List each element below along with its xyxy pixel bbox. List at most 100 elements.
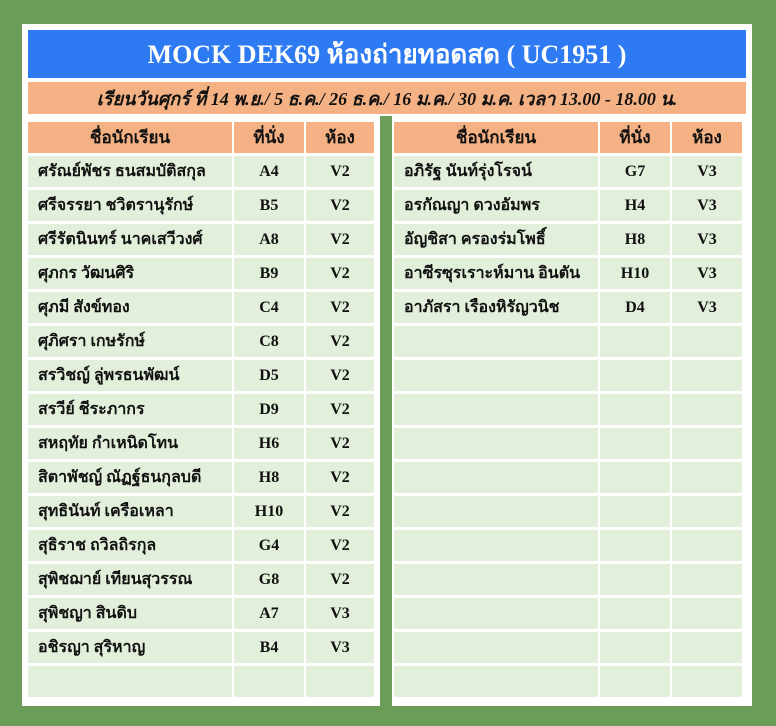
room-cell: V2: [306, 428, 374, 459]
room-cell: V3: [672, 224, 742, 255]
table-row: [394, 530, 742, 561]
seat-cell: [600, 394, 670, 425]
student-name: สหฤทัย กำเหนิดโทน: [28, 428, 232, 459]
table-row: ศรัณย์พัชร ธนสมบัติสกุล A4 V2: [28, 156, 374, 187]
room-cell: V2: [306, 462, 374, 493]
seat-cell: [600, 428, 670, 459]
seat-cell: [600, 666, 670, 697]
seat-cell: D9: [234, 394, 304, 425]
student-name: อาภัสรา เรืองหิรัญวนิช: [394, 292, 598, 323]
room-cell: V2: [306, 496, 374, 527]
student-name: ศุภิศรา เกษรักษ์: [28, 326, 232, 357]
room-cell: [672, 598, 742, 629]
room-cell: [672, 666, 742, 697]
table-row: อัญชิสา ครองร่มโพธิ์ H8 V3: [394, 224, 742, 255]
student-name: สุพิชญา สินดิบ: [28, 598, 232, 629]
table-row: สุพิชฌาย์ เทียนสุวรรณ G8 V2: [28, 564, 374, 595]
table-row: ศุภกร วัฒนศิริ B9 V2: [28, 258, 374, 289]
room-cell: V3: [306, 598, 374, 629]
table-row: [394, 394, 742, 425]
student-name: [394, 462, 598, 493]
room-cell: V3: [672, 292, 742, 323]
table-row: สรวีย์ ชีระภากร D9 V2: [28, 394, 374, 425]
seat-cell: [600, 530, 670, 561]
student-name: ศุภกร วัฒนศิริ: [28, 258, 232, 289]
room-cell: V3: [306, 632, 374, 663]
room-cell: V3: [672, 258, 742, 289]
seat-cell: H4: [600, 190, 670, 221]
seat-cell: B4: [234, 632, 304, 663]
seating-table-right: ชื่อนักเรียน ที่นั่ง ห้อง อภิรัฐ นันท์รุ…: [392, 119, 744, 700]
room-cell: V2: [306, 292, 374, 323]
student-name: สรวิชญ์ ลู่พรธนพัฒน์: [28, 360, 232, 391]
header-seat: ที่นั่ง: [600, 122, 670, 153]
student-name: สุธิราช ถวิลถิรกุล: [28, 530, 232, 561]
student-name: ศรีรัตนินทร์ นาคเสวีวงศ์: [28, 224, 232, 255]
room-cell: V2: [306, 530, 374, 561]
room-cell: [672, 564, 742, 595]
student-name: อัญชิสา ครองร่มโพธิ์: [394, 224, 598, 255]
seat-cell: D5: [234, 360, 304, 391]
student-name: [394, 360, 598, 391]
table-row: [394, 462, 742, 493]
student-name: [394, 326, 598, 357]
room-cell: V2: [306, 224, 374, 255]
table-divider: [380, 116, 392, 706]
room-cell: [306, 666, 374, 697]
table-row: [394, 598, 742, 629]
table-row: อภิรัฐ นันท์รุ่งโรจน์ G7 V3: [394, 156, 742, 187]
student-name: ศรีจรรยา ชวิตรานุรักษ์: [28, 190, 232, 221]
student-name: [394, 564, 598, 595]
room-cell: V2: [306, 326, 374, 357]
seat-cell: [600, 462, 670, 493]
seat-cell: H8: [234, 462, 304, 493]
room-cell: [672, 632, 742, 663]
student-name: อชิรญา สุริหาญ: [28, 632, 232, 663]
room-cell: V2: [306, 190, 374, 221]
seat-cell: A4: [234, 156, 304, 187]
table-row: ศุภิศรา เกษรักษ์ C8 V2: [28, 326, 374, 357]
table-row: ศุภมี สังข์ทอง C4 V2: [28, 292, 374, 323]
seat-cell: [600, 598, 670, 629]
table-row: สิตาพัชญ์ ณัฏฐ์ธนกุลบดี H8 V2: [28, 462, 374, 493]
student-name: [394, 598, 598, 629]
seat-cell: [600, 360, 670, 391]
room-cell: [672, 462, 742, 493]
seat-cell: G4: [234, 530, 304, 561]
seat-cell: B5: [234, 190, 304, 221]
student-name: อภิรัฐ นันท์รุ่งโรจน์: [394, 156, 598, 187]
room-cell: [672, 360, 742, 391]
table-row: สุพิชญา สินดิบ A7 V3: [28, 598, 374, 629]
student-name: [394, 632, 598, 663]
header-name: ชื่อนักเรียน: [28, 122, 232, 153]
seat-cell: [600, 326, 670, 357]
table-row: [394, 496, 742, 527]
student-name: [28, 666, 232, 697]
seat-cell: A7: [234, 598, 304, 629]
room-cell: [672, 530, 742, 561]
table-row: สุทธินันท์ เครือเหลา H10 V2: [28, 496, 374, 527]
seat-cell: [234, 666, 304, 697]
table-row: อาซีรซุรเราะห์มาน อินตัน H10 V3: [394, 258, 742, 289]
seat-cell: D4: [600, 292, 670, 323]
table-row: [28, 666, 374, 697]
room-cell: V2: [306, 394, 374, 425]
table-row: สุธิราช ถวิลถิรกุล G4 V2: [28, 530, 374, 561]
room-cell: V2: [306, 156, 374, 187]
student-name: สิตาพัชญ์ ณัฏฐ์ธนกุลบดี: [28, 462, 232, 493]
table-row: [394, 632, 742, 663]
room-cell: V3: [672, 190, 742, 221]
seat-cell: C4: [234, 292, 304, 323]
seat-cell: G8: [234, 564, 304, 595]
seat-cell: C8: [234, 326, 304, 357]
student-name: [394, 394, 598, 425]
table-row: ศรีจรรยา ชวิตรานุรักษ์ B5 V2: [28, 190, 374, 221]
student-name: [394, 428, 598, 459]
table-row: อชิรญา สุริหาญ B4 V3: [28, 632, 374, 663]
seat-cell: [600, 496, 670, 527]
room-cell: [672, 428, 742, 459]
student-name: [394, 530, 598, 561]
student-name: สุทธินันท์ เครือเหลา: [28, 496, 232, 527]
student-name: ศุภมี สังข์ทอง: [28, 292, 232, 323]
seat-cell: H8: [600, 224, 670, 255]
